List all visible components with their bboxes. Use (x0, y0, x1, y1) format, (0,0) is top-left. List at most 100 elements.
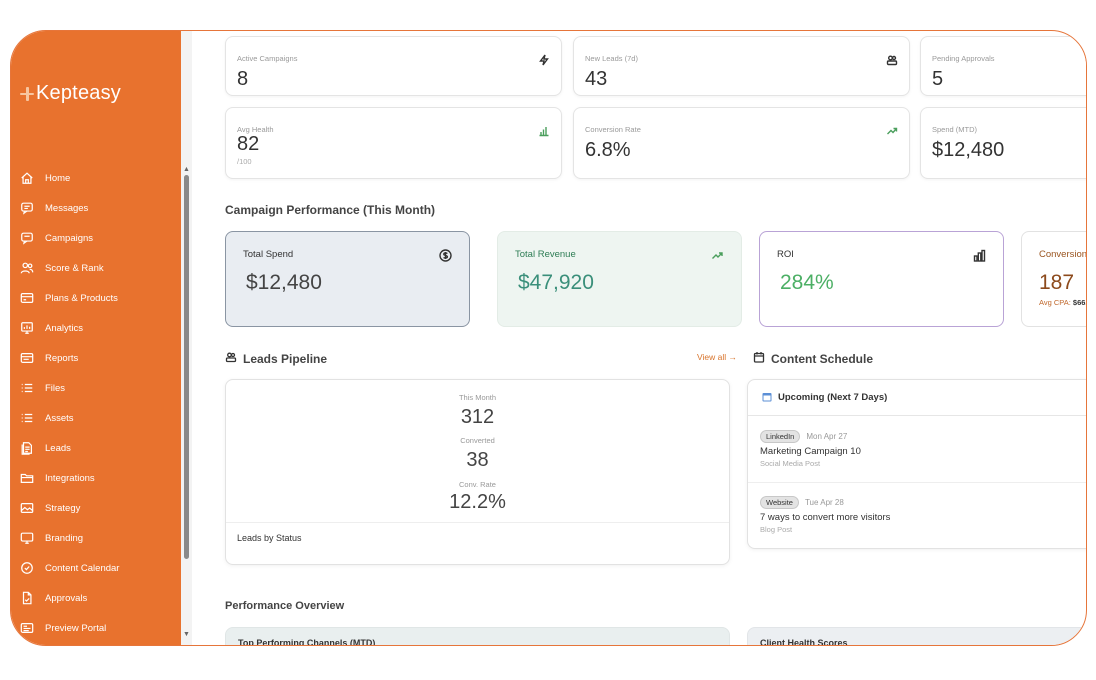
performance-overview-title: Performance Overview (225, 600, 345, 612)
card-label: ROI (777, 249, 794, 260)
sidebar-item-reports[interactable]: Reports (11, 343, 181, 373)
trend-up-icon (886, 124, 898, 136)
client-health-card[interactable]: Client Health Scores (747, 627, 1086, 646)
sidebar-item-label: Strategy (45, 502, 81, 514)
sidebar-nav: Home Messages Campaigns Score & Rank Pla… (11, 163, 181, 643)
list-icon (19, 380, 35, 396)
this-month-label: This Month (458, 393, 497, 402)
campaign-icon (19, 230, 35, 246)
sidebar-item-label: Branding (45, 532, 84, 544)
sidebar-item-home[interactable]: Home (11, 163, 181, 193)
card-value: 284% (780, 271, 834, 294)
portal-icon (19, 620, 35, 636)
stat-label: Active Campaigns (237, 54, 298, 63)
brand-logo[interactable]: Kepteasy (20, 82, 121, 105)
trend-up-icon (711, 249, 724, 262)
stat-sub: /100 (237, 157, 252, 166)
card-label: Total Spend (243, 249, 294, 260)
dollar-circle-icon (439, 249, 452, 262)
sidebar-item-label: Assets (45, 412, 74, 424)
sidebar-item-label: Content Calendar (45, 562, 120, 574)
top-channels-card[interactable]: Top Performing Channels (MTD) (225, 627, 730, 645)
users-icon (886, 53, 898, 66)
sidebar-item-integrations[interactable]: Integrations (11, 463, 181, 493)
calendar-icon (753, 350, 765, 368)
conversions-card[interactable]: Conversions 187 Avg CPA: $66.7 (1021, 231, 1087, 327)
sidebar-item-strategy[interactable]: Strategy (11, 493, 181, 523)
sidebar-item-label: Score & Rank (45, 262, 104, 274)
app-frame: Kepteasy Home Messages Campaigns Score &… (10, 30, 1087, 646)
leads-by-status-label: Leads by Status (237, 533, 302, 543)
card-value: $12,480 (246, 271, 322, 294)
total-revenue-card[interactable]: Total Revenue $47,920 (497, 231, 742, 327)
client-health-title: Client Health Scores (760, 638, 848, 646)
scroll-down-arrow-icon[interactable]: ▼ (183, 631, 190, 638)
stat-card-conversion-rate[interactable]: Conversion Rate 6.8% (573, 107, 910, 179)
total-spend-card[interactable]: Total Spend $12,480 (225, 231, 470, 327)
sidebar-item-approvals[interactable]: Approvals (11, 583, 181, 613)
file-icon (19, 590, 35, 606)
upcoming-title: Upcoming (Next 7 Days) (778, 392, 888, 403)
avg-cpa: Avg CPA: $66.7 (1039, 298, 1086, 307)
stat-label: Pending Approvals (932, 54, 995, 63)
sidebar-item-label: Integrations (45, 472, 95, 484)
card-value: $47,920 (518, 271, 594, 294)
document-icon (19, 440, 35, 456)
sidebar-item-label: Files (45, 382, 66, 394)
sidebar-item-messages[interactable]: Messages (11, 193, 181, 223)
sidebar-item-label: Leads (45, 442, 71, 454)
card-value: 187 (1039, 271, 1075, 294)
brand-name: Kepteasy (36, 82, 121, 104)
scroll-up-arrow-icon[interactable]: ▲ (183, 166, 190, 173)
stat-card-pending-approvals[interactable]: Pending Approvals 5 (920, 36, 1086, 96)
bar-chart-icon (973, 249, 986, 262)
stat-card-avg-health[interactable]: Avg Health 82 /100 (225, 107, 562, 179)
sidebar-item-plans-products[interactable]: Plans & Products (11, 283, 181, 313)
sidebar-item-campaigns[interactable]: Campaigns (11, 223, 181, 253)
stat-label: New Leads (7d) (585, 54, 638, 63)
campaign-performance-title: Campaign Performance (This Month) (225, 203, 436, 217)
check-circle-icon (19, 560, 35, 576)
sidebar-item-branding[interactable]: Branding (11, 523, 181, 553)
schedule-item[interactable]: Website Tue Apr 28 7 ways to convert mor… (760, 496, 890, 534)
sidebar-item-score-rank[interactable]: Score & Rank (11, 253, 181, 283)
schedule-item[interactable]: LinkedIn Mon Apr 27 Marketing Campaign 1… (760, 430, 861, 468)
sidebar: Kepteasy Home Messages Campaigns Score &… (11, 31, 181, 645)
users-icon (19, 260, 35, 276)
sidebar-scrollbar-thumb[interactable] (184, 175, 189, 559)
content-schedule-title: Content Schedule (771, 352, 874, 366)
lightning-icon (538, 53, 550, 66)
roi-card[interactable]: ROI 284% (759, 231, 1004, 327)
stat-card-new-leads[interactable]: New Leads (7d) 43 (573, 36, 910, 96)
message-icon (19, 200, 35, 216)
sidebar-item-label: Approvals (45, 592, 88, 604)
stat-value: 82 (237, 133, 260, 155)
bar-chart-icon (538, 124, 550, 137)
card-label: Total Revenue (515, 249, 576, 260)
divider (748, 482, 1086, 483)
sidebar-item-preview-portal[interactable]: Preview Portal (11, 613, 181, 643)
sidebar-item-files[interactable]: Files (11, 373, 181, 403)
stat-value: 5 (932, 68, 944, 90)
stat-card-spend-mtd[interactable]: Spend (MTD) $12,480 (920, 107, 1086, 179)
sidebar-item-analytics[interactable]: Analytics (11, 313, 181, 343)
report-icon (19, 350, 35, 366)
card-label: Conversions (1039, 249, 1087, 260)
stat-value: $12,480 (932, 139, 1005, 161)
view-all-link[interactable]: View all → (697, 352, 737, 362)
sidebar-item-leads[interactable]: Leads (11, 433, 181, 463)
calendar-icon (762, 389, 772, 407)
users-icon (225, 350, 237, 368)
converted-value: 38 (466, 449, 489, 471)
leads-pipeline-title: Leads Pipeline (243, 352, 328, 366)
sidebar-item-assets[interactable]: Assets (11, 403, 181, 433)
card-icon (19, 290, 35, 306)
content-schedule-panel: Upcoming (Next 7 Days) LinkedIn Mon Apr … (747, 379, 1086, 549)
stat-card-active-campaigns[interactable]: Active Campaigns 8 (225, 36, 562, 96)
sidebar-item-content-calendar[interactable]: Content Calendar (11, 553, 181, 583)
sidebar-item-label: Campaigns (45, 232, 94, 244)
folder-icon (19, 470, 35, 486)
schedule-type: Social Media Post (760, 459, 821, 468)
sidebar-item-label: Reports (45, 352, 79, 364)
list-icon (19, 410, 35, 426)
